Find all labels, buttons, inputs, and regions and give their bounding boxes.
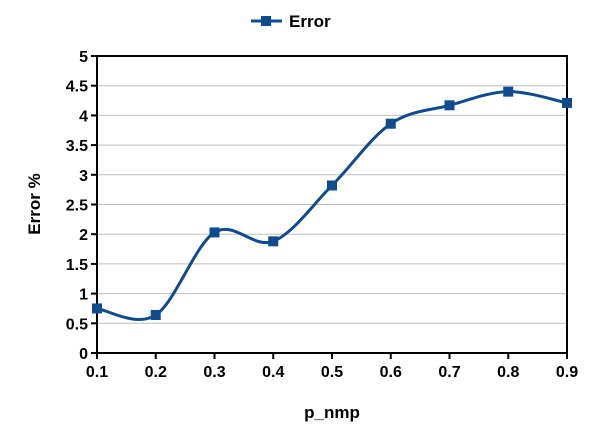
x-tick-label: 0.7 (438, 364, 460, 381)
x-axis-ticks: 0.1 0.2 0.3 0.4 0.5 0.6 0.7 0.8 0.9 (86, 353, 578, 381)
series-line-error (96, 90, 568, 321)
y-tick-label: 1.5 (66, 257, 88, 274)
y-tick-label: 0 (79, 346, 88, 363)
x-tick-label: 0.5 (321, 364, 343, 381)
y-tick-label: 0.5 (66, 316, 88, 333)
data-point-marker (268, 236, 279, 247)
data-point-marker (327, 180, 337, 191)
x-tick-label: 0.1 (86, 364, 108, 381)
x-axis-title: p_nmp (304, 403, 360, 422)
data-point-marker (385, 118, 396, 129)
x-tick-label: 0.6 (380, 364, 402, 381)
y-tick-label: 4 (79, 108, 88, 125)
y-axis-ticks: 0 0.5 1 1.5 2 2.5 3 3.5 4 4.5 5 (66, 49, 97, 363)
gridlines (97, 55, 567, 354)
y-tick-label: 4.5 (66, 79, 88, 96)
x-tick-label: 0.3 (203, 364, 225, 381)
legend-label-error: Error (289, 12, 331, 31)
x-tick-label: 0.8 (497, 364, 519, 381)
data-point-marker (150, 309, 161, 320)
y-tick-label: 3.5 (66, 138, 88, 155)
data-point-marker (92, 303, 102, 314)
y-tick-label: 2.5 (66, 198, 88, 215)
legend-marker-square (261, 16, 271, 26)
x-tick-label: 0.9 (556, 364, 578, 381)
y-tick-label: 2 (79, 227, 88, 244)
data-point-marker (444, 100, 455, 111)
y-tick-label: 1 (79, 287, 88, 304)
data-point-marker (503, 86, 514, 97)
data-point-marker (209, 227, 220, 238)
y-tick-label: 3 (79, 168, 88, 185)
series-markers-error (92, 86, 572, 320)
x-tick-label: 0.2 (145, 364, 167, 381)
x-tick-label: 0.4 (262, 364, 284, 381)
legend: Error (251, 12, 331, 31)
data-point-marker (562, 97, 572, 108)
y-axis-title: Error % (25, 173, 44, 234)
y-tick-label: 5 (79, 49, 88, 66)
